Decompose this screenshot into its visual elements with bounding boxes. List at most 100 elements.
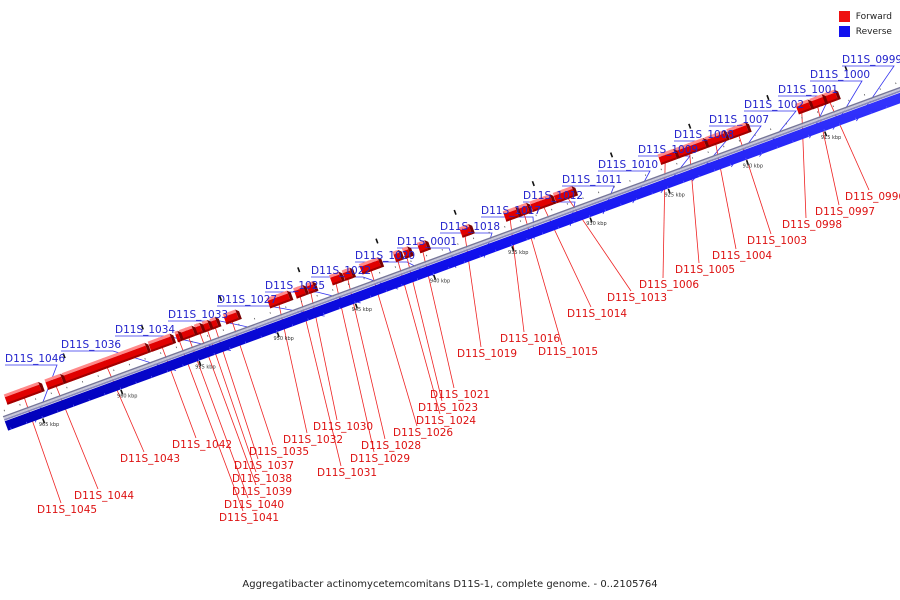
gene-body [503,209,519,222]
forward-gene [222,309,242,325]
forward-gene-label: D11S_1045 [37,504,97,516]
gene-top-face [516,202,528,210]
gene-shadow [461,232,473,238]
forward-gene-label: D11S_1026 [393,427,453,439]
reverse-gene-label: D11S_1009 [638,144,698,156]
minor-mark [582,197,584,199]
backbone-rail-edge [2,86,900,418]
reverse-strand-band [4,92,900,431]
forward-gene-label: D11S_0997 [815,206,875,218]
forward-gene-label: D11S_1015 [538,346,598,358]
gene-top-face [809,94,823,102]
axis-tick [198,360,202,367]
forward-gene [552,186,579,204]
reverse-gene-label: D11S_1036 [61,339,121,351]
minor-mark [222,329,224,331]
forward-leader-line [688,143,700,264]
band-scale-mark [104,393,106,396]
forward-gene-label: D11S_1019 [457,348,517,360]
forward-leader-line [561,189,632,292]
minor-mark [723,145,725,148]
gene-top-face [61,342,146,377]
gene-body [179,328,196,341]
forward-leader-line [463,225,482,348]
axis-tick-label: 950 kbp [273,336,293,342]
gene-end-face [515,206,522,218]
minor-mark [34,398,37,400]
gene-shadow [419,248,429,254]
forward-leader-line [102,357,145,453]
minor-mark [551,208,553,211]
lower-tick [766,94,770,101]
minor-mark [425,254,428,257]
minor-mark [566,203,569,205]
gene-end-face [549,194,557,205]
minor-mark [144,358,146,360]
forward-leader-line [158,337,197,439]
band-scale-mark [10,427,12,430]
reverse-leader-line [810,80,863,130]
forward-gene [3,381,45,405]
forward-gene [61,342,152,384]
gene-body [675,140,707,159]
forward-gene [674,137,710,159]
axis-tick [276,332,280,338]
gene-body [4,384,42,405]
band-scale-mark [495,249,497,252]
minor-mark [269,312,271,314]
minor-mark [895,82,897,85]
gene-shadow [47,382,64,390]
gene-top-face [458,223,470,231]
band-scale-mark [698,174,700,178]
forward-gene [266,290,294,309]
gene-shadow [332,280,343,286]
band-scale-mark [57,410,59,413]
forward-gene-label: D11S_1014 [567,308,627,320]
forward-gene [174,330,184,343]
axis-tick-label: 920 kbp [743,164,763,170]
forward-gene-label: D11S_1023 [418,402,478,414]
reverse-gene-label: D11S_1017 [481,205,541,217]
forward-gene [809,94,829,110]
minor-mark [316,294,318,297]
backbone-rail-lower [3,88,900,420]
band-scale-mark [119,387,122,390]
band-scale-mark [604,209,606,212]
gene-top-face [552,186,573,196]
forward-gene [401,246,414,259]
minor-mark [175,346,178,349]
gene-body [223,312,240,325]
reverse-gene-label: D11S_1010 [598,159,658,171]
gene-end-face [468,223,475,235]
reverse-gene-label: D11S_1002 [744,99,804,111]
lower-tick [531,180,535,187]
gene-top-face [266,290,288,301]
axis-tick-label: 940 kbp [430,278,450,284]
gene-body [530,196,554,212]
minor-mark [160,352,162,354]
gene-shadow [196,331,204,336]
axis-tick [433,274,437,280]
lower-tick [140,324,144,330]
leader-lines [5,65,895,512]
band-scale-mark [682,180,685,183]
forward-gene [293,284,310,299]
gene-end-face [302,284,310,296]
band-scale-mark [807,134,810,137]
gene-shadow [6,390,42,405]
gene-shadow [212,325,219,330]
axis-tick-label: 925 kbp [664,192,684,198]
gene-end-face [377,257,385,268]
gene-end-face [702,137,710,149]
forward-gene-label: D11S_1031 [317,467,377,479]
gene-top-face [657,148,675,158]
gene-end-face [235,309,242,320]
gene-end-face [349,267,357,278]
lower-tick [297,267,301,273]
forward-gene-label: D11S_1016 [500,333,560,345]
forward-leader-line [735,125,772,235]
axis-tick-label: 930 kbp [586,221,606,227]
forward-gene [502,206,522,222]
gene-end-face [169,333,177,344]
